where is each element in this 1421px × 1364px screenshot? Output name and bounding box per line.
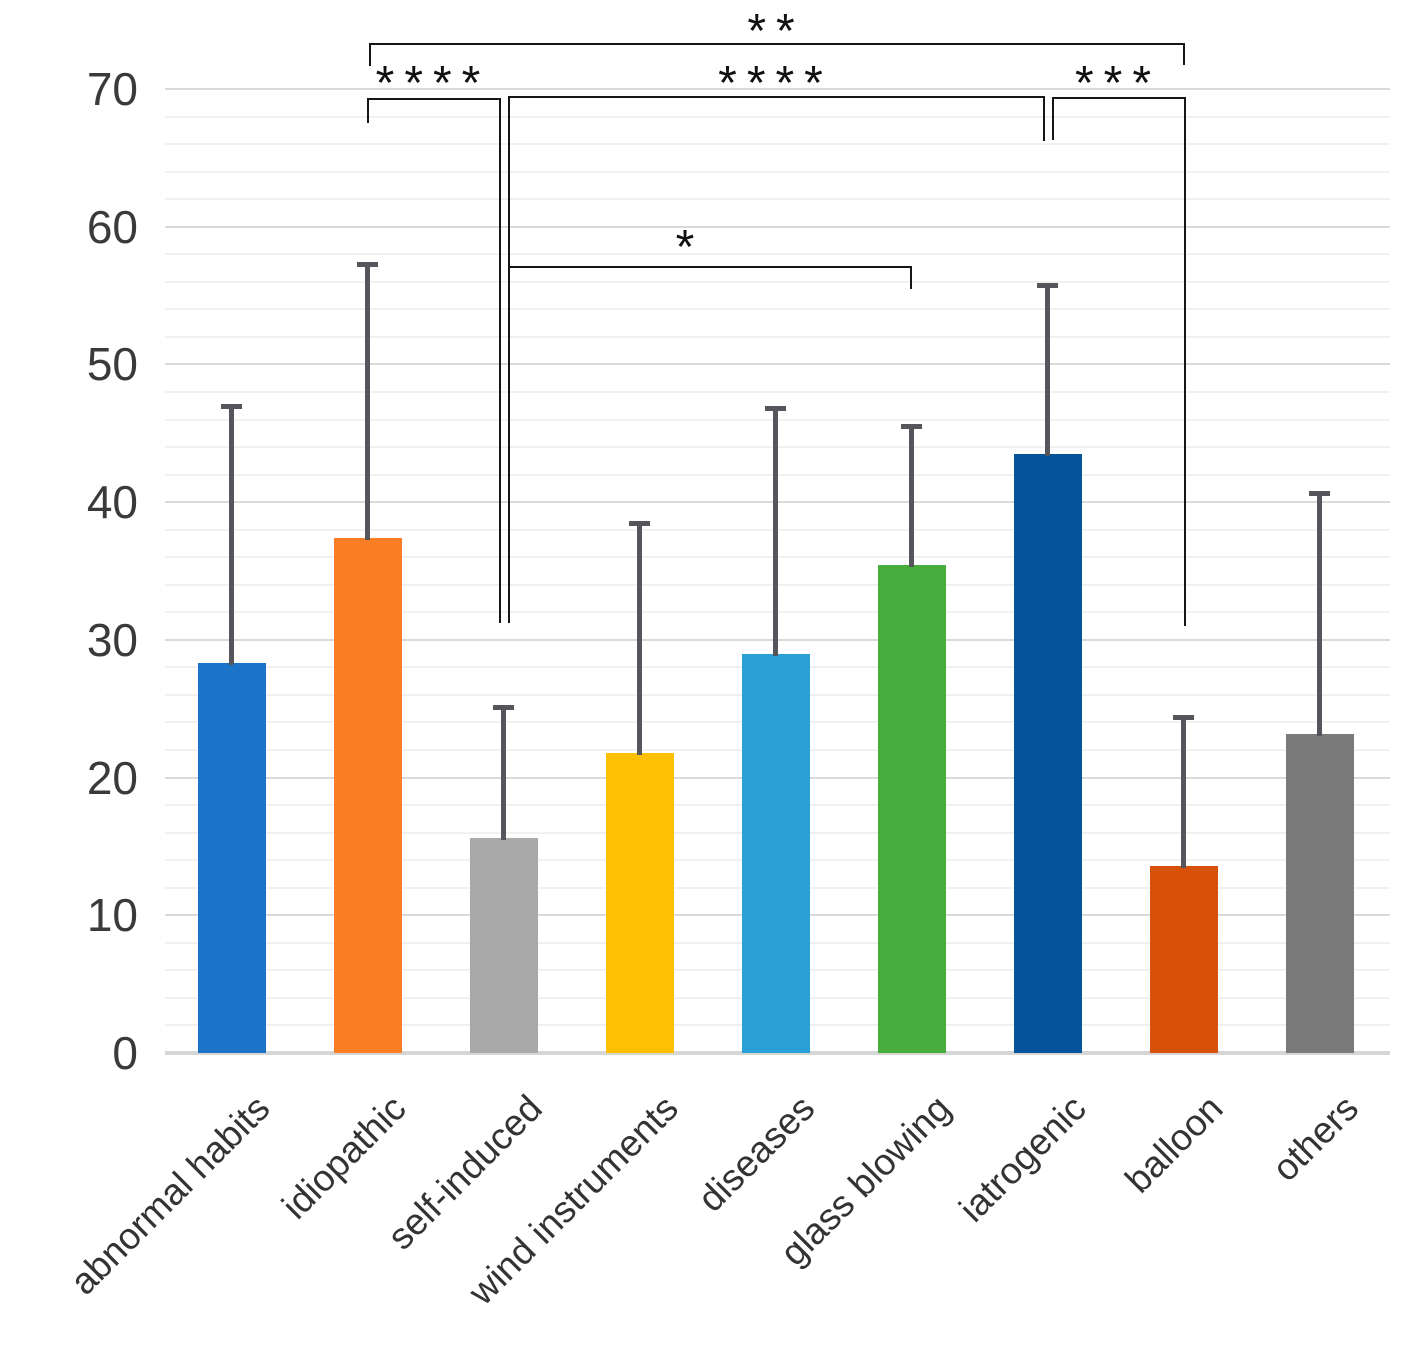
bar-abnormal-habits [197, 663, 266, 1053]
error-bar-stem [637, 522, 643, 755]
y-tick-label: 40 [86, 476, 138, 529]
minor-gridline [165, 390, 1390, 393]
error-bar-cap [1309, 490, 1331, 496]
sig-bracket-line [508, 96, 1045, 98]
error-bar-stem [909, 426, 915, 568]
minor-gridline [165, 170, 1390, 173]
error-bar-cap [1037, 282, 1059, 288]
y-tick-label: 70 [86, 63, 138, 115]
major-gridline [165, 225, 1390, 228]
x-axis-line [165, 1051, 1390, 1055]
error-bar-cap [357, 261, 379, 267]
minor-gridline [165, 253, 1390, 256]
sig-bracket-tick [1043, 96, 1045, 141]
bar-glass-blowing [877, 565, 946, 1053]
minor-gridline [165, 198, 1390, 201]
bar-diseases [741, 653, 810, 1053]
y-tick-label: 50 [86, 338, 138, 391]
sig-bracket-tick [499, 98, 501, 623]
error-bar-cap [1173, 714, 1195, 720]
y-tick-label: 0 [112, 1027, 138, 1079]
minor-gridline [165, 280, 1390, 283]
major-gridline [165, 88, 1390, 90]
y-tick-label: 60 [86, 200, 138, 253]
sig-bracket-tick [369, 43, 371, 66]
sig-bracket-tick [1184, 97, 1186, 626]
bar-others [1285, 733, 1354, 1053]
sig-bracket-line [1052, 97, 1186, 99]
x-category-label: idiopathic [274, 1087, 414, 1227]
sig-bracket-tick [1183, 43, 1185, 65]
sig-label: *** [1074, 57, 1162, 110]
bar-iatrogenic [1013, 453, 1082, 1053]
bar-self-induced [469, 838, 538, 1053]
bar-idiopathic [333, 537, 402, 1053]
error-bar-stem [1317, 492, 1323, 736]
sig-label: * [675, 221, 705, 274]
sig-bracket-tick [1052, 97, 1054, 140]
minor-gridline [165, 308, 1390, 311]
sig-label: ** [747, 5, 805, 58]
x-category-label: diseases [689, 1087, 822, 1220]
sig-label: **** [375, 57, 491, 110]
error-bar-cap [901, 424, 923, 430]
x-category-label: iatrogenic [951, 1087, 1095, 1230]
error-bar-stem [365, 263, 371, 540]
y-tick-label: 20 [86, 751, 138, 804]
error-bar-stem [773, 408, 779, 656]
minor-gridline [165, 143, 1390, 146]
error-bar-cap [493, 705, 515, 711]
minor-gridline [165, 115, 1390, 118]
error-bar-stem [1045, 284, 1051, 456]
sig-label: **** [718, 57, 833, 110]
sig-bracket-line [367, 98, 501, 100]
x-category-label: balloon [1116, 1087, 1231, 1201]
x-category-label: abnormal habits [62, 1087, 278, 1303]
y-tick-label: 10 [86, 889, 138, 942]
bar-balloon [1149, 865, 1218, 1053]
sig-bracket-line [369, 43, 1185, 45]
sig-bracket-tick [910, 266, 912, 289]
error-bar-cap [765, 406, 787, 412]
x-category-label: others [1264, 1087, 1367, 1190]
error-bar-cap [629, 520, 651, 526]
error-bar-cap [221, 403, 242, 409]
bar-wind-instruments [605, 752, 674, 1053]
y-tick-label: 30 [86, 613, 138, 666]
error-bar-stem [1181, 716, 1187, 868]
minor-gridline [165, 335, 1390, 338]
sig-bracket-line [508, 266, 912, 268]
sig-bracket-tick [508, 96, 510, 623]
error-bar-stem [229, 405, 234, 666]
major-gridline [165, 363, 1390, 366]
sig-bracket-tick [367, 98, 369, 123]
error-bar-stem [501, 707, 507, 841]
